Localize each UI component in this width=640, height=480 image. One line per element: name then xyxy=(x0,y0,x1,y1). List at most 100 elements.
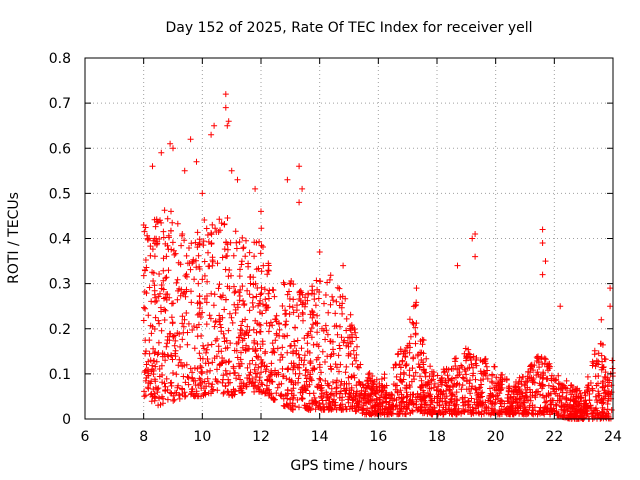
data-point xyxy=(301,352,308,359)
data-point xyxy=(250,294,256,301)
data-point xyxy=(264,387,271,394)
data-point xyxy=(355,378,362,385)
data-point xyxy=(451,355,458,362)
data-point xyxy=(356,392,363,399)
data-point xyxy=(577,407,584,414)
data-point xyxy=(205,238,212,245)
data-point xyxy=(212,225,219,232)
data-point xyxy=(303,375,310,382)
data-point xyxy=(310,341,317,348)
data-point xyxy=(356,379,363,386)
data-point xyxy=(485,397,492,404)
data-point xyxy=(410,373,417,380)
data-point xyxy=(278,351,285,358)
data-point xyxy=(495,383,502,390)
data-point xyxy=(217,293,224,300)
data-point xyxy=(294,337,301,344)
data-point xyxy=(195,252,202,259)
data-point xyxy=(208,131,215,138)
data-point xyxy=(607,285,614,292)
data-point xyxy=(162,357,169,364)
data-point xyxy=(174,296,181,303)
data-point xyxy=(469,235,476,242)
data-point xyxy=(419,341,426,348)
data-point xyxy=(342,295,349,302)
data-point xyxy=(200,238,207,245)
data-point xyxy=(295,351,302,358)
data-point xyxy=(414,407,421,414)
data-point xyxy=(497,398,503,405)
data-point xyxy=(561,403,568,410)
data-point xyxy=(250,326,257,333)
data-point xyxy=(326,395,333,402)
data-point xyxy=(308,334,315,341)
data-point xyxy=(466,364,473,371)
data-point xyxy=(545,367,551,374)
data-point xyxy=(196,293,203,299)
data-point xyxy=(150,367,157,374)
data-point xyxy=(158,282,165,288)
data-point xyxy=(151,376,158,383)
data-point xyxy=(330,346,336,353)
data-point xyxy=(161,317,168,323)
data-point xyxy=(321,300,327,307)
data-point xyxy=(198,332,205,339)
data-point xyxy=(304,383,311,390)
data-point xyxy=(376,380,383,387)
data-point xyxy=(311,366,318,373)
data-point xyxy=(236,297,243,304)
data-point xyxy=(336,342,343,349)
data-point xyxy=(453,355,459,362)
data-point xyxy=(349,403,356,410)
data-point xyxy=(193,158,200,165)
data-point xyxy=(243,237,249,244)
data-point xyxy=(179,385,185,392)
data-point xyxy=(220,376,226,383)
data-point xyxy=(404,406,411,413)
data-point xyxy=(280,402,287,409)
data-point xyxy=(364,378,371,385)
data-point xyxy=(539,381,546,388)
data-point xyxy=(158,308,165,315)
data-point xyxy=(175,382,182,389)
data-point xyxy=(382,398,389,405)
data-point xyxy=(162,307,169,314)
data-point xyxy=(152,299,159,305)
data-point xyxy=(167,389,174,396)
data-point xyxy=(174,330,181,336)
data-point xyxy=(303,402,309,409)
data-point xyxy=(529,407,536,414)
data-point xyxy=(518,381,525,388)
data-point xyxy=(284,291,291,298)
data-point xyxy=(439,374,445,381)
data-point xyxy=(205,249,211,256)
data-point xyxy=(322,292,329,298)
data-point xyxy=(592,363,599,370)
data-point xyxy=(282,307,289,314)
data-point xyxy=(189,374,195,381)
data-point xyxy=(225,327,232,334)
data-point xyxy=(404,393,411,400)
data-point xyxy=(224,215,231,221)
data-point xyxy=(424,410,431,417)
data-point xyxy=(502,406,509,413)
data-point xyxy=(346,380,352,387)
data-point xyxy=(201,217,208,223)
data-point xyxy=(435,383,442,390)
data-point xyxy=(373,397,380,404)
data-point xyxy=(586,391,593,397)
data-point xyxy=(171,342,178,349)
data-point xyxy=(349,338,356,345)
data-point xyxy=(227,340,234,347)
data-point xyxy=(300,389,306,395)
data-point xyxy=(300,361,307,368)
data-point xyxy=(402,410,409,417)
data-point xyxy=(222,296,229,303)
data-point xyxy=(244,323,251,330)
data-point xyxy=(257,345,264,352)
data-point xyxy=(176,392,183,399)
data-point xyxy=(170,247,177,254)
y-tick-label: 0.5 xyxy=(49,186,71,202)
data-point xyxy=(589,385,596,392)
data-point xyxy=(409,319,416,326)
